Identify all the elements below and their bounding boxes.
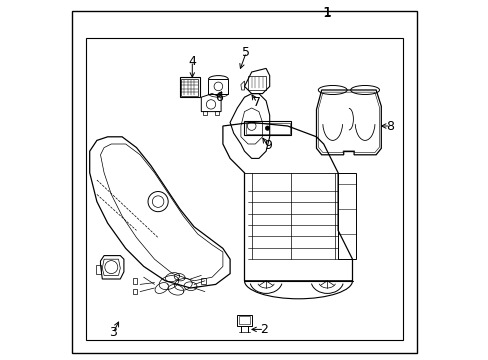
Text: 9: 9 xyxy=(264,139,271,152)
Bar xyxy=(337,173,355,259)
Bar xyxy=(208,79,228,94)
Bar xyxy=(201,278,205,284)
Text: 7: 7 xyxy=(253,96,261,109)
Text: 8: 8 xyxy=(386,120,393,132)
Bar xyxy=(133,289,137,294)
Bar xyxy=(203,111,207,115)
Text: 1: 1 xyxy=(322,6,331,19)
Bar xyxy=(96,265,101,274)
Bar xyxy=(238,316,250,324)
Bar xyxy=(133,278,137,284)
Bar xyxy=(215,111,219,115)
Bar xyxy=(86,38,402,340)
Bar xyxy=(237,315,251,326)
Bar xyxy=(179,77,199,97)
Bar xyxy=(181,79,198,96)
Bar xyxy=(245,123,289,134)
Text: 5: 5 xyxy=(242,46,250,59)
Text: 6: 6 xyxy=(215,91,223,104)
Bar xyxy=(247,76,265,90)
Bar xyxy=(244,121,291,135)
Text: 3: 3 xyxy=(109,327,117,339)
Circle shape xyxy=(265,126,269,130)
Text: 4: 4 xyxy=(188,55,196,68)
Text: 2: 2 xyxy=(260,323,268,336)
Text: 1: 1 xyxy=(323,6,330,19)
